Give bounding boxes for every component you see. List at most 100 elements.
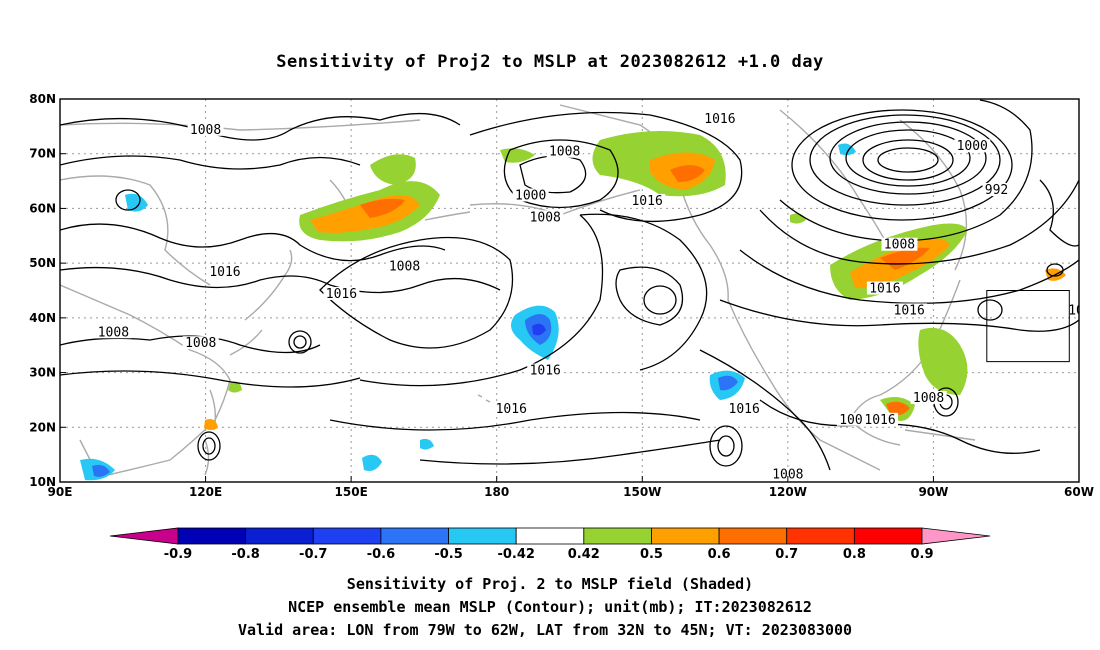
colorbar-swatch bbox=[651, 527, 720, 545]
colorbar-swatch bbox=[448, 527, 517, 545]
colorbar-swatch bbox=[718, 527, 788, 545]
caption-line-3: Valid area: LON from 79W to 62W, LAT fro… bbox=[238, 621, 852, 639]
colorbar-label: -0.5 bbox=[434, 547, 462, 562]
lon-tick-label: 60W bbox=[1064, 485, 1094, 499]
contour-label: 1016 bbox=[894, 303, 925, 318]
contour-label-bg bbox=[493, 401, 530, 415]
colorbar: -0.9 -0.8 -0.7 -0.6 -0.5 -0.42 0.42 0.5 0.6 0.7 0.… bbox=[109, 527, 991, 562]
contour-label-bg bbox=[910, 390, 947, 404]
contour-label: 1016 bbox=[496, 402, 527, 417]
colorbar-swatch bbox=[853, 527, 923, 545]
contour-label: 1016 bbox=[1068, 303, 1099, 318]
contour-label: 1008 bbox=[185, 336, 216, 351]
contour-label-bg bbox=[206, 265, 243, 279]
lat-tick-label: 70N bbox=[29, 147, 56, 161]
contour-label: 1016 bbox=[729, 402, 760, 417]
lon-tick-label: 90E bbox=[48, 485, 73, 499]
lon-tick-label: 150E bbox=[335, 485, 368, 499]
lat-tick-label: 20N bbox=[29, 420, 56, 434]
contour-label: 1016 bbox=[869, 282, 900, 297]
lat-tick-label: 50N bbox=[29, 256, 56, 270]
colorbar-low-arrow bbox=[109, 527, 179, 545]
contour-label: 1016 bbox=[530, 364, 561, 379]
figure-title: Sensitivity of Proj2 to MSLP at 20230826… bbox=[276, 52, 823, 72]
colorbar-label: 0.9 bbox=[910, 547, 933, 562]
contour-label: 1016 bbox=[209, 265, 240, 280]
contour-label-bg bbox=[323, 286, 360, 300]
lat-tick-label: 10N bbox=[29, 475, 56, 489]
colorbar-high-arrow bbox=[921, 527, 991, 545]
lat-tick-label: 60N bbox=[29, 201, 56, 215]
contour-label-bg bbox=[182, 336, 219, 350]
contour-label: 1008 bbox=[772, 468, 803, 483]
colorbar-swatch bbox=[312, 527, 382, 545]
lat-tick-label: 80N bbox=[29, 92, 56, 106]
colorbar-label: -0.42 bbox=[497, 547, 534, 562]
lon-tick-label: 120W bbox=[769, 485, 807, 499]
colorbar-label: -0.6 bbox=[367, 547, 395, 562]
contour-label: 1000 bbox=[515, 188, 546, 203]
valid-area-box bbox=[986, 290, 1070, 363]
contour-label-bg bbox=[836, 412, 865, 426]
contour-label: 1008 bbox=[913, 391, 944, 406]
contour-label-bg bbox=[769, 467, 806, 481]
contour-label-bg bbox=[512, 188, 549, 202]
contour-label-bg bbox=[95, 325, 132, 339]
colorbar-label: 0.5 bbox=[640, 547, 663, 562]
contour-label-bg bbox=[527, 363, 564, 377]
lat-tick-label: 30N bbox=[29, 366, 56, 380]
contour-label-bg bbox=[982, 183, 1011, 197]
colorbar-label: -0.9 bbox=[164, 547, 192, 562]
colorbar-swatch bbox=[786, 527, 855, 545]
colorbar-label: 0.6 bbox=[708, 547, 731, 562]
contour-label-bg bbox=[954, 139, 991, 153]
lon-tick-label: 150W bbox=[623, 485, 661, 499]
caption-line-2: NCEP ensemble mean MSLP (Contour); unit(… bbox=[288, 598, 812, 616]
contour-label-bg bbox=[386, 259, 423, 273]
contour-label-bg bbox=[881, 237, 918, 251]
contour-label-bg bbox=[862, 412, 899, 426]
grid-lines bbox=[60, 99, 1079, 482]
colorbar-swatch bbox=[380, 527, 449, 545]
contour-label-bg bbox=[726, 401, 763, 415]
colorbar-label: 0.7 bbox=[775, 547, 798, 562]
colorbar-label: -0.8 bbox=[231, 547, 259, 562]
contour-label: 992 bbox=[985, 183, 1008, 198]
contour-label-bg bbox=[187, 122, 224, 136]
contour-label: 1000 bbox=[957, 139, 988, 154]
axis-ticks: 90E 120E 150E 180 150W 120W 90W 60W 10N 20N 30N 40N… bbox=[29, 92, 1094, 499]
map-frame bbox=[59, 98, 1080, 483]
colorbar-swatch bbox=[177, 527, 247, 545]
contour-label: 1008 bbox=[530, 210, 561, 225]
colorbar-label: -0.7 bbox=[299, 547, 327, 562]
lon-tick-label: 120E bbox=[189, 485, 222, 499]
contour-label-bg bbox=[891, 303, 928, 317]
contour-label: 1016 bbox=[864, 413, 895, 428]
contour-label: 1016 bbox=[704, 112, 735, 127]
colorbar-swatch bbox=[583, 527, 652, 545]
colorbar-label: 0.8 bbox=[843, 547, 866, 562]
colorbar-swatch bbox=[515, 527, 585, 545]
lon-tick-label: 180 bbox=[484, 485, 509, 499]
contour-label: 1016 bbox=[326, 287, 357, 302]
coastlines bbox=[60, 104, 976, 479]
caption-line-1: Sensitivity of Proj. 2 to MSLP field (Sh… bbox=[347, 575, 753, 593]
contour-label-bg bbox=[629, 193, 666, 207]
contour-label: 1008 bbox=[884, 238, 915, 253]
contour-label-bg bbox=[701, 111, 738, 125]
mslp-contours bbox=[60, 99, 1079, 471]
contour-label: 100 bbox=[839, 413, 862, 428]
lon-tick-label: 90W bbox=[918, 485, 948, 499]
sensitivity-shading bbox=[80, 131, 1066, 481]
contour-label: 1008 bbox=[389, 260, 420, 275]
contour-label-bg bbox=[527, 210, 564, 224]
contour-label: 1008 bbox=[98, 325, 129, 340]
colorbar-label: 0.42 bbox=[568, 547, 600, 562]
lat-tick-label: 40N bbox=[29, 311, 56, 325]
contour-label: 1008 bbox=[549, 145, 580, 160]
contour-label: 1008 bbox=[190, 123, 221, 138]
contour-label-bg bbox=[866, 281, 903, 295]
colorbar-swatch bbox=[245, 527, 314, 545]
contour-label-bg bbox=[546, 144, 583, 158]
